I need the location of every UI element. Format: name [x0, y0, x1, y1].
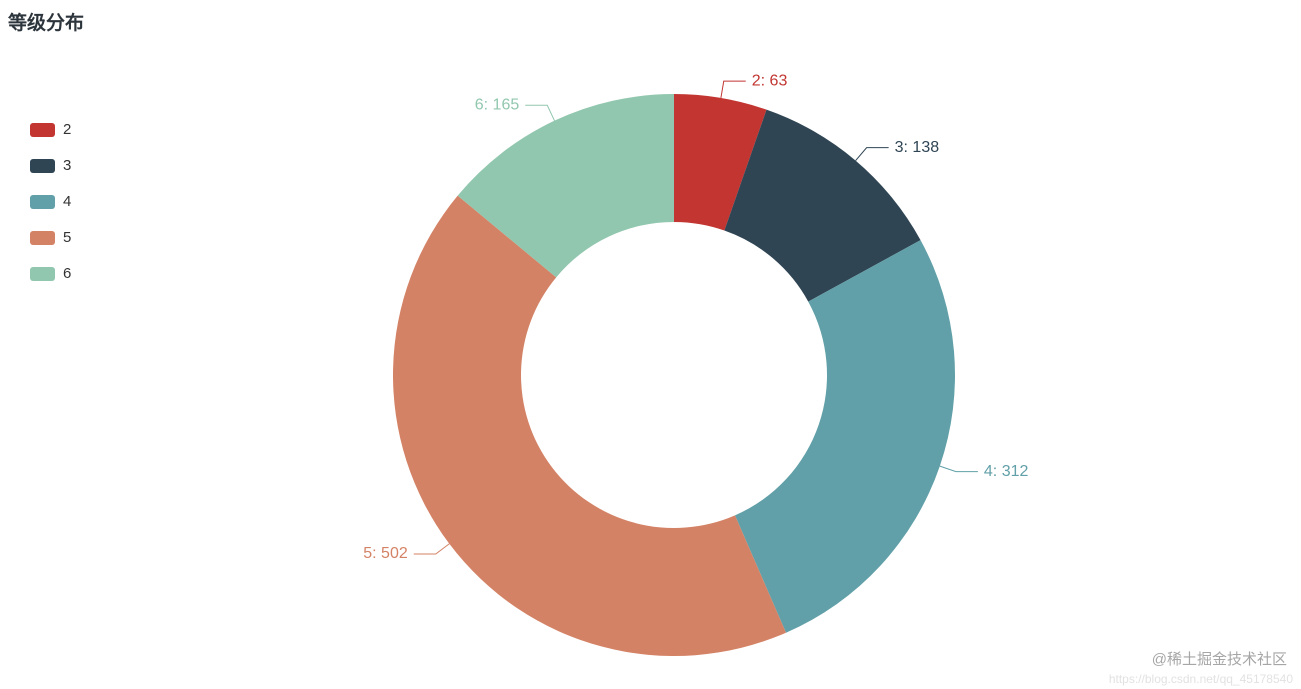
- slice-label-line-2: [720, 80, 746, 99]
- pie-slice-4[interactable]: [734, 240, 956, 633]
- legend-item-6[interactable]: 6: [30, 262, 71, 285]
- legend-item-label: 6: [63, 265, 72, 282]
- pie-slice-6[interactable]: [457, 94, 674, 278]
- slice-label-2: 2: 63: [752, 72, 788, 89]
- watermark-url: https://blog.csdn.net/qq_45178540: [1108, 672, 1293, 686]
- pie-slice-5[interactable]: [393, 195, 787, 656]
- legend-swatch: [30, 194, 55, 209]
- legend-item-label: 5: [63, 229, 72, 246]
- legend-item-2[interactable]: 2: [30, 118, 71, 141]
- legend-item-5[interactable]: 5: [30, 226, 71, 249]
- chart-title: 等级分布: [8, 13, 85, 34]
- slice-label-5: 5: 502: [363, 545, 408, 562]
- slice-label-4: 4: 312: [984, 463, 1029, 480]
- slice-label-line-5: [413, 543, 450, 555]
- slice-label-line-4: [939, 465, 978, 473]
- legend-item-label: 4: [63, 193, 72, 210]
- legend-swatch: [30, 230, 55, 245]
- legend-swatch: [30, 158, 55, 173]
- legend-swatch: [30, 122, 55, 137]
- slice-label-line-3: [855, 147, 889, 161]
- legend-item-label: 2: [63, 121, 72, 138]
- watermark: @稀土掘金技术社区: [1151, 651, 1287, 668]
- pie-slice-3[interactable]: [724, 109, 921, 302]
- legend-item-3[interactable]: 3: [30, 154, 71, 177]
- chart-legend: 2 3 4 5 6: [30, 118, 71, 298]
- slice-label-3: 3: 138: [895, 139, 940, 156]
- legend-swatch: [30, 266, 55, 281]
- slice-label-line-6: [525, 104, 555, 121]
- legend-item-4[interactable]: 4: [30, 190, 71, 213]
- pie-slice-2[interactable]: [674, 94, 767, 231]
- slice-label-6: 6: 165: [475, 97, 520, 114]
- legend-item-label: 3: [63, 157, 72, 174]
